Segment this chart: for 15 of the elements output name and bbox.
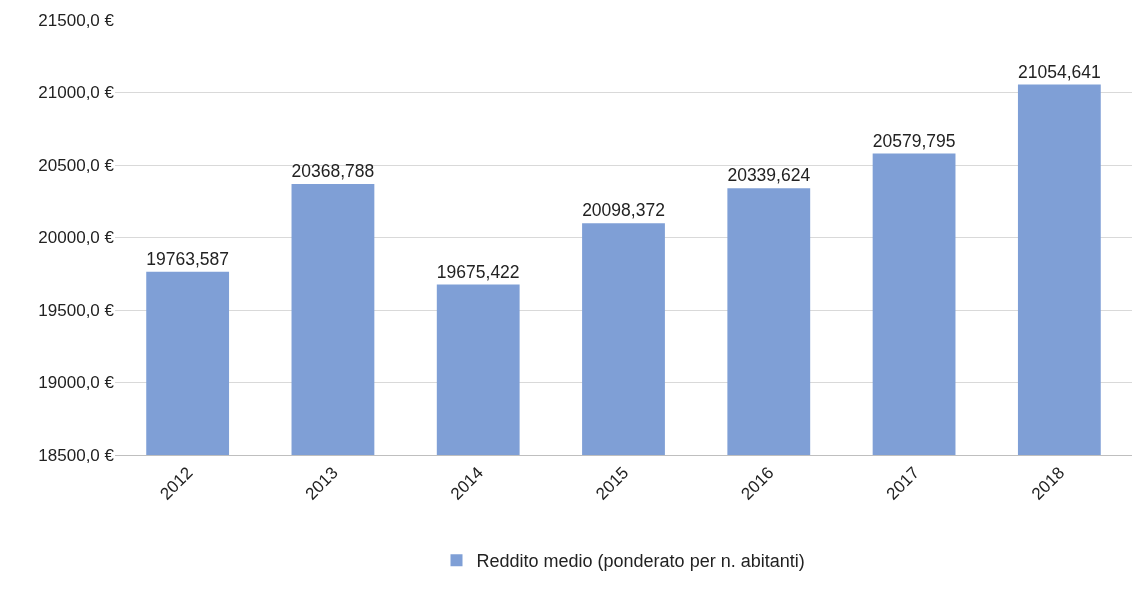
y-tick-label: 20000,0 € <box>38 228 115 248</box>
legend-label: Reddito medio (ponderato per n. abitanti) <box>476 551 805 572</box>
data-label: 19763,587 <box>146 248 230 269</box>
data-label: 20579,795 <box>872 130 956 151</box>
data-label: 20368,788 <box>291 161 375 182</box>
data-label: 20339,624 <box>727 165 811 186</box>
data-label: 19675,422 <box>436 261 520 282</box>
y-tick-label: 19500,0 € <box>38 300 115 320</box>
y-tick-label: 20500,0 € <box>38 155 115 175</box>
y-tick-label: 21500,0 € <box>38 10 115 30</box>
y-tick-label: 18500,0 € <box>38 445 115 465</box>
data-label: 21054,641 <box>1017 61 1101 82</box>
y-tick-label: 19000,0 € <box>38 373 115 393</box>
y-tick-label: 21000,0 € <box>38 83 115 103</box>
data-label: 20098,372 <box>582 200 665 221</box>
